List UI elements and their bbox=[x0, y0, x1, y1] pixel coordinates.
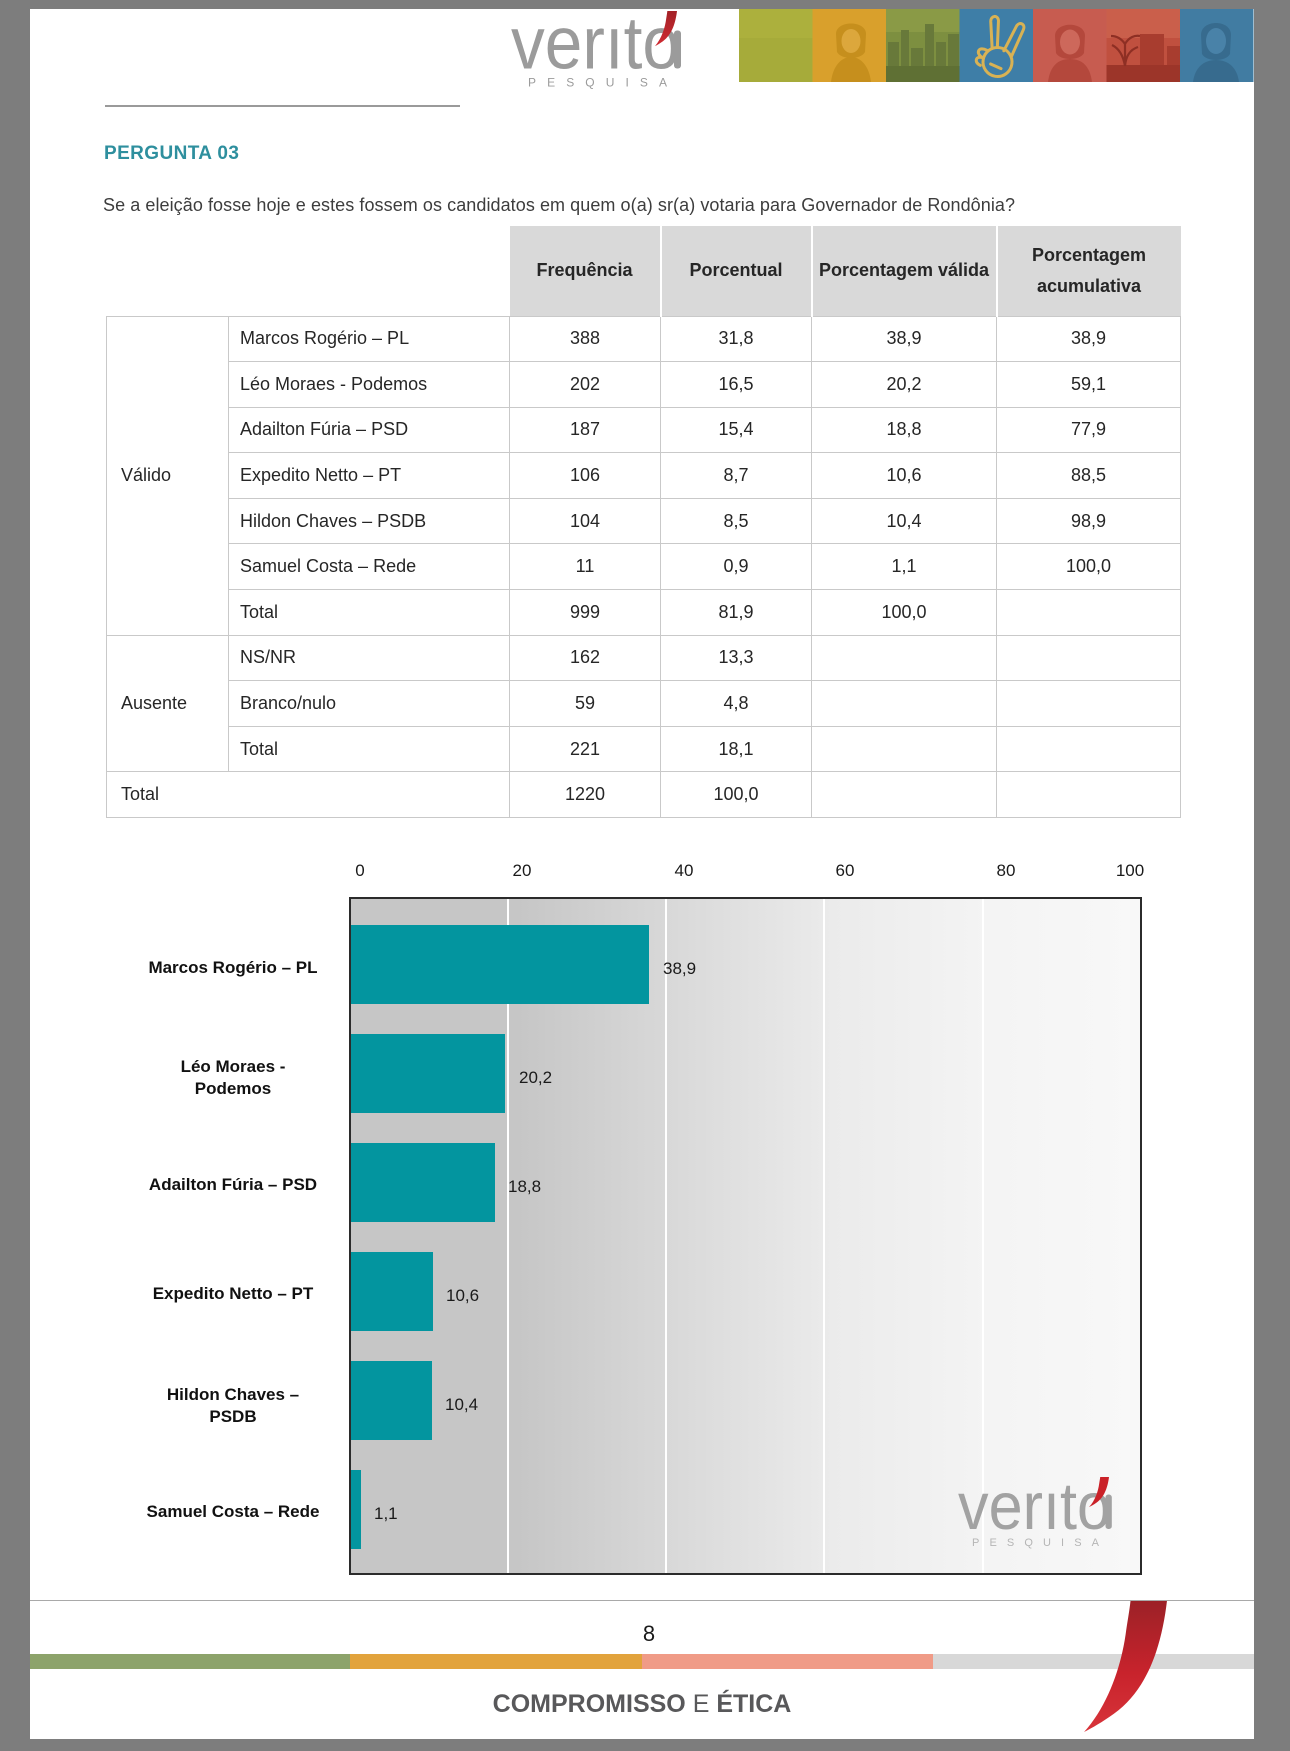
svg-text:PESQUISA: PESQUISA bbox=[972, 1537, 1109, 1549]
svg-text:verıto: verıto bbox=[511, 2, 680, 85]
svg-text:PESQUISA: PESQUISA bbox=[528, 76, 678, 90]
svg-text:verıto: verıto bbox=[958, 1476, 1111, 1544]
